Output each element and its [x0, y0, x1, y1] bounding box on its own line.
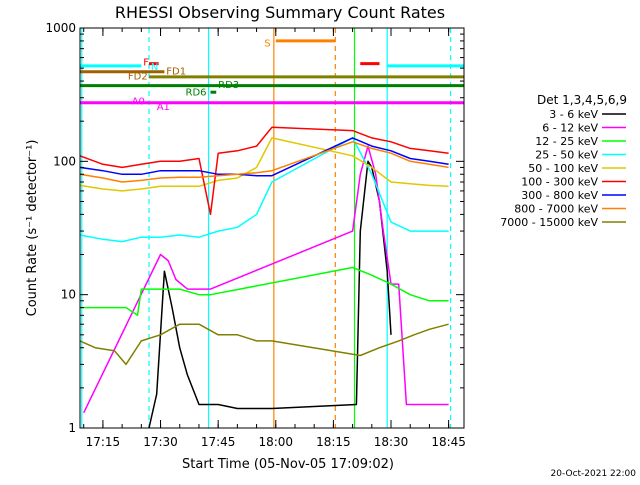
flag-label-rd3: RD3 — [218, 80, 239, 91]
x-tick-label: 18:45 — [431, 435, 466, 449]
series-line-2 — [79, 266, 449, 317]
legend-entry-label-3: 25 - 50 keV — [535, 149, 598, 162]
flag-label-a1: A1 — [157, 102, 170, 113]
flag-label-n: N — [151, 62, 158, 73]
series-line-1 — [83, 145, 449, 414]
x-tick-label: 17:45 — [201, 435, 236, 449]
axis-layer: 1 10 100 1000 17:15 17:30 17:45 18:00 18:15 18:30… — [45, 21, 465, 449]
x-tick-label: 18:15 — [316, 435, 351, 449]
flag-label-f: F — [143, 58, 149, 69]
series-line-0 — [148, 160, 392, 429]
legend-header: Det 1,3,4,5,6,9 — [537, 93, 627, 107]
x-tick-label: 18:30 — [374, 435, 409, 449]
series-line-3 — [79, 137, 449, 243]
chart-title: RHESSI Observing Summary Count Rates — [115, 3, 445, 22]
legend-entry-label-0: 3 - 6 keV — [549, 108, 598, 121]
plot-layer: NF FD1 FD2 RD3 RD6 A0 A1 S — [79, 28, 464, 429]
x-tick-label: 17:30 — [143, 435, 178, 449]
flag-label-rd6: RD6 — [186, 87, 207, 98]
legend-entry-label-4: 50 - 100 keV — [528, 162, 598, 175]
series-line-8 — [79, 323, 449, 366]
plot-frame — [79, 27, 465, 429]
x-tick-label: 17:15 — [86, 435, 121, 449]
legend-entry-label-6: 300 - 800 keV — [521, 189, 598, 202]
y-tick-label: 100 — [53, 154, 76, 168]
legend-entry-label-7: 800 - 7000 keV — [514, 203, 598, 216]
y-tick-label: 10 — [61, 288, 76, 302]
y-tick-label: 1000 — [45, 21, 76, 35]
legend-entry-label-8: 7000 - 15000 keV — [500, 216, 598, 229]
series-line-5 — [79, 126, 449, 216]
flag-label-s: S — [264, 38, 270, 49]
x-tick-label: 18:00 — [258, 435, 293, 449]
series-line-4 — [79, 137, 449, 192]
timestamp: 20-Oct-2021 22:00 — [551, 469, 637, 479]
legend-entry-label-2: 12 - 25 keV — [535, 135, 598, 148]
x-axis-label: Start Time (05-Nov-05 17:09:02) — [182, 457, 394, 472]
flag-label-a0: A0 — [132, 97, 145, 108]
y-tick-label: 1 — [68, 421, 76, 435]
series-line-7 — [79, 141, 449, 183]
legend-entry-label-5: 100 - 300 keV — [521, 176, 598, 189]
y-axis-label: Count Rate (s⁻¹ detector⁻¹) — [25, 140, 40, 317]
flag-label-fd1: FD1 — [166, 67, 186, 78]
legend-entry-label-1: 6 - 12 keV — [542, 122, 598, 135]
flag-label-fd2: FD2 — [128, 72, 148, 83]
